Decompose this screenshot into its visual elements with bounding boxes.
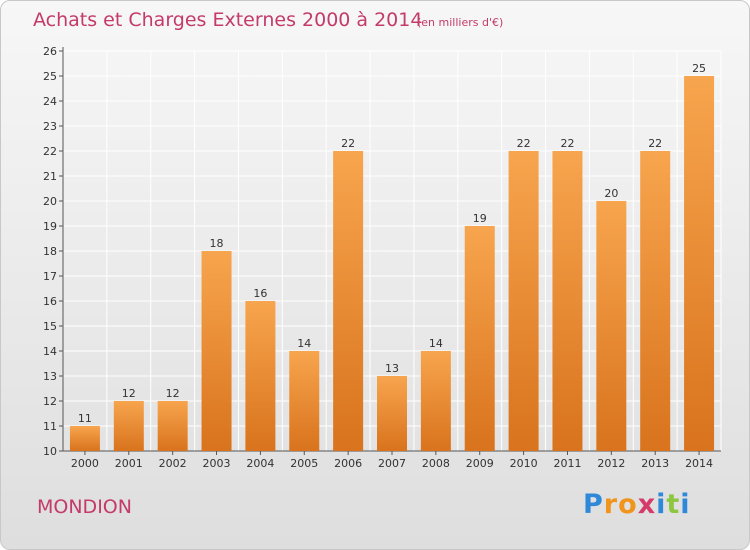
- y-tick-label: 16: [43, 295, 57, 308]
- y-tick-label: 10: [43, 445, 57, 458]
- y-tick-label: 23: [43, 120, 57, 133]
- bar-2007: [377, 376, 407, 451]
- data-label: 14: [297, 337, 311, 350]
- data-label: 22: [648, 137, 662, 150]
- commune-name: MONDION: [37, 496, 132, 518]
- y-tick-label: 22: [43, 145, 57, 158]
- y-tick-label: 25: [43, 70, 57, 83]
- y-tick-label: 14: [43, 345, 57, 358]
- x-tick-label: 2013: [641, 457, 669, 470]
- bar-2009: [464, 226, 495, 451]
- data-label: 20: [604, 187, 618, 200]
- data-label: 13: [385, 362, 399, 375]
- bar-2003: [201, 251, 232, 451]
- bar-2010: [508, 151, 539, 451]
- data-label: 22: [560, 137, 574, 150]
- bar-2000: [69, 426, 100, 451]
- data-label: 22: [341, 137, 355, 150]
- data-label: 25: [692, 62, 706, 75]
- y-tick-label: 12: [43, 395, 57, 408]
- data-label: 18: [210, 237, 224, 250]
- data-label: 11: [78, 412, 92, 425]
- y-tick-label: 21: [43, 170, 57, 183]
- bar-2013: [640, 151, 671, 451]
- data-label: 14: [429, 337, 443, 350]
- x-tick-label: 2001: [115, 457, 143, 470]
- y-tick-label: 15: [43, 320, 57, 333]
- bar-2011: [552, 151, 583, 451]
- bar-2008: [420, 351, 451, 451]
- y-tick-label: 19: [43, 220, 57, 233]
- x-tick-label: 2010: [510, 457, 538, 470]
- bar-2002: [157, 401, 188, 451]
- x-tick-label: 2005: [290, 457, 318, 470]
- bar-2001: [113, 401, 144, 451]
- x-tick-label: 2009: [466, 457, 494, 470]
- x-tick-label: 2011: [553, 457, 581, 470]
- data-label: 12: [122, 387, 136, 400]
- y-tick-label: 26: [43, 45, 57, 58]
- y-tick-label: 11: [43, 420, 57, 433]
- bars: [69, 76, 715, 451]
- bar-2006: [333, 151, 364, 451]
- x-tick-label: 2003: [203, 457, 231, 470]
- bar-2004: [245, 301, 276, 451]
- data-label: 19: [473, 212, 487, 225]
- x-tick-label: 2002: [159, 457, 187, 470]
- chart-title: Achats et Charges Externes 2000 à 2014: [33, 9, 423, 31]
- data-label: 16: [253, 287, 267, 300]
- y-tick-label: 18: [43, 245, 57, 258]
- x-tick-label: 2014: [685, 457, 713, 470]
- y-tick-label: 17: [43, 270, 57, 283]
- x-tick-label: 2012: [597, 457, 625, 470]
- y-tick-label: 20: [43, 195, 57, 208]
- bar-2005: [289, 351, 320, 451]
- x-tick-label: 2008: [422, 457, 450, 470]
- chart-subtitle: (en milliers d'€): [417, 16, 504, 29]
- x-tick-label: 2000: [71, 457, 99, 470]
- x-tick-label: 2006: [334, 457, 362, 470]
- bar-2012: [596, 201, 627, 451]
- bar-2014: [684, 76, 715, 451]
- proxiti-logo: Proxiti: [583, 489, 691, 520]
- data-labels: 11 12 12 18 16 14 22 13 14 19 22 22 20 22 25: [78, 62, 706, 425]
- data-label: 22: [517, 137, 531, 150]
- data-label: 12: [166, 387, 180, 400]
- y-tick-label: 24: [43, 95, 57, 108]
- y-tick-label: 13: [43, 370, 57, 383]
- x-tick-label: 2004: [246, 457, 274, 470]
- x-tick-label: 2007: [378, 457, 406, 470]
